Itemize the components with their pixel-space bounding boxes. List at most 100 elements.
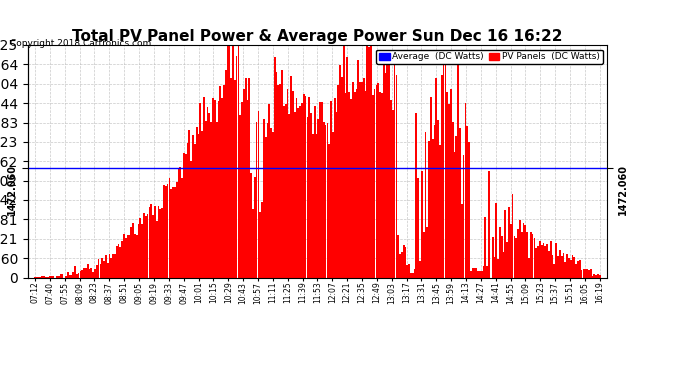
Bar — [36, 277, 38, 278]
Bar — [526, 232, 528, 278]
Bar — [477, 272, 479, 278]
Bar — [573, 256, 575, 278]
Bar — [58, 276, 59, 278]
Bar — [586, 269, 588, 278]
Bar — [377, 83, 379, 278]
Bar — [368, 46, 370, 278]
Bar — [504, 210, 506, 278]
Bar — [312, 134, 314, 278]
Bar — [141, 225, 143, 278]
Bar — [154, 206, 156, 278]
Bar — [406, 265, 408, 278]
Bar — [372, 95, 374, 278]
Bar — [261, 202, 263, 278]
Bar — [481, 272, 482, 278]
Bar — [533, 238, 535, 278]
Bar — [263, 119, 265, 278]
Bar — [72, 272, 74, 278]
Bar — [557, 256, 559, 278]
Bar — [410, 273, 412, 278]
Bar — [272, 132, 274, 278]
Bar — [590, 269, 591, 278]
Bar — [306, 117, 308, 278]
Bar — [508, 207, 510, 278]
Bar — [70, 274, 72, 278]
Bar — [513, 236, 515, 278]
Bar — [325, 125, 326, 278]
Bar — [285, 104, 286, 278]
Bar — [170, 189, 172, 278]
Bar — [354, 92, 355, 278]
Bar — [439, 145, 441, 278]
Bar — [535, 248, 537, 278]
Bar — [127, 236, 128, 278]
Bar — [381, 93, 383, 278]
Bar — [59, 274, 61, 278]
Bar — [105, 255, 107, 278]
Bar — [87, 264, 88, 278]
Bar — [575, 264, 577, 278]
Bar — [254, 177, 255, 278]
Bar — [463, 155, 464, 278]
Bar — [384, 74, 386, 278]
Bar — [61, 274, 63, 278]
Bar — [570, 260, 571, 278]
Bar — [192, 135, 194, 278]
Bar — [383, 62, 384, 278]
Bar — [163, 185, 165, 278]
Bar — [301, 103, 303, 278]
Bar — [581, 270, 582, 278]
Bar — [241, 102, 243, 278]
Bar — [266, 123, 268, 278]
Bar — [310, 113, 312, 278]
Bar — [197, 134, 199, 278]
Bar — [121, 241, 123, 278]
Bar — [326, 123, 328, 278]
Bar — [412, 273, 413, 278]
Bar — [52, 276, 54, 278]
Bar — [375, 85, 377, 278]
Bar — [201, 130, 203, 278]
Bar — [137, 224, 139, 278]
Bar — [49, 276, 50, 278]
Bar — [394, 50, 395, 278]
Bar — [548, 251, 550, 278]
Bar — [294, 112, 295, 278]
Bar — [493, 257, 495, 278]
Bar — [579, 260, 581, 278]
Bar — [132, 224, 134, 278]
Bar — [430, 97, 432, 278]
Bar — [41, 276, 43, 278]
Bar — [415, 112, 417, 278]
Bar — [448, 104, 450, 278]
Bar — [114, 254, 116, 278]
Bar — [435, 78, 437, 278]
Bar — [341, 77, 343, 278]
Bar — [561, 256, 562, 278]
Bar — [172, 187, 174, 278]
Bar — [404, 247, 406, 278]
Bar — [161, 207, 163, 278]
Bar — [388, 62, 390, 278]
Bar — [265, 136, 266, 278]
Bar — [168, 178, 170, 278]
Bar — [98, 260, 99, 278]
Bar — [130, 227, 132, 278]
Bar — [81, 270, 83, 278]
Bar — [502, 252, 504, 278]
Bar — [88, 268, 90, 278]
Bar — [212, 99, 214, 278]
Bar — [150, 204, 152, 278]
Bar — [337, 85, 339, 278]
Bar — [492, 237, 493, 278]
Bar — [544, 246, 546, 278]
Bar — [196, 128, 197, 278]
Bar — [459, 128, 461, 278]
Bar — [134, 234, 136, 278]
Bar — [219, 86, 221, 278]
Bar — [125, 238, 127, 278]
Bar — [136, 236, 137, 278]
Bar — [270, 128, 272, 278]
Bar — [279, 84, 281, 278]
Bar — [123, 234, 125, 278]
